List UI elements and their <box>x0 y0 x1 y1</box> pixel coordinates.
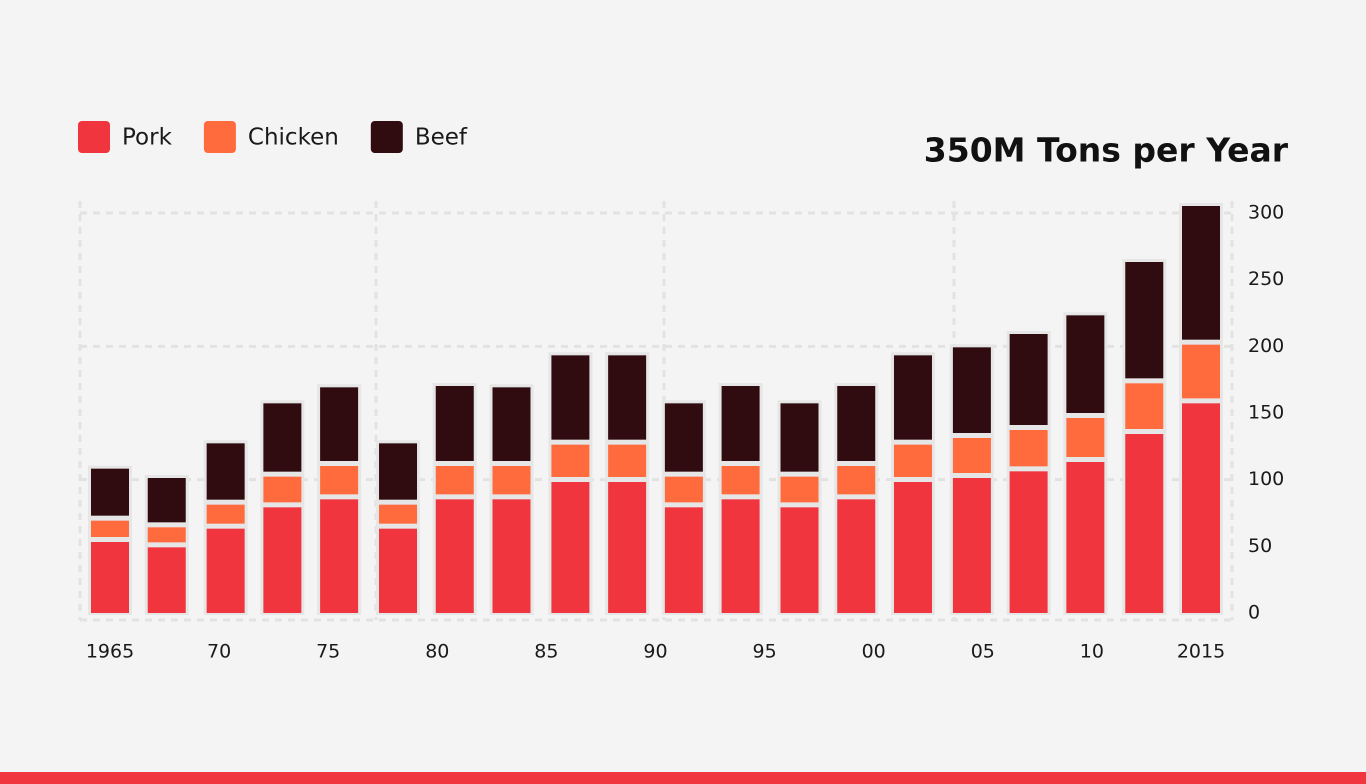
bar-segment <box>952 347 991 433</box>
x-tick-label: 90 <box>643 641 667 663</box>
bar-segment <box>664 507 703 613</box>
bar-segment <box>952 478 991 613</box>
bar-segment <box>952 438 991 473</box>
bar-segment <box>206 443 245 500</box>
bar-segment <box>91 520 129 537</box>
bar-segment <box>263 476 302 503</box>
bar-segment <box>780 507 819 613</box>
x-tick-label: 2015 <box>1177 641 1225 663</box>
x-tick-label: 85 <box>534 641 558 663</box>
bottom-band <box>0 772 1366 784</box>
bar-segment <box>379 528 418 613</box>
bar-segment <box>1066 315 1105 413</box>
bar-segment <box>551 444 590 477</box>
bar-segment <box>1182 344 1220 399</box>
bar-segment <box>435 466 474 495</box>
bar-segment <box>837 386 876 461</box>
chart-title: 350M Tons per Year <box>924 131 1289 170</box>
bar-segment <box>1125 434 1164 613</box>
bar-segment <box>1009 334 1048 425</box>
legend-label: Beef <box>415 125 468 151</box>
bar-segment <box>206 504 245 524</box>
bar-segment <box>147 547 186 613</box>
bar-segment <box>435 386 474 461</box>
x-tick-label: 80 <box>425 641 449 663</box>
bar-segment <box>664 476 703 503</box>
bar-segment <box>492 466 531 495</box>
bar-segment <box>721 499 760 613</box>
y-tick-label: 50 <box>1248 535 1272 557</box>
y-tick-label: 150 <box>1248 402 1284 424</box>
bar-segment <box>379 443 418 500</box>
bar-segment <box>263 403 302 472</box>
bar-segment <box>893 444 932 477</box>
y-tick-label: 300 <box>1248 202 1284 224</box>
bar-segment <box>492 387 531 461</box>
legend-label: Chicken <box>248 125 339 151</box>
y-tick-label: 0 <box>1248 602 1260 624</box>
bar-segment <box>1066 418 1105 457</box>
bar-segment <box>91 542 129 613</box>
bar-segment <box>1009 430 1048 467</box>
bar-segment <box>1009 471 1048 613</box>
bar-segment <box>1066 462 1105 613</box>
bar-segment <box>551 482 590 613</box>
bar-segment <box>1125 383 1164 429</box>
bar-segment <box>608 482 647 613</box>
bar-segment <box>664 403 703 472</box>
bar-segment <box>721 466 760 495</box>
bar-segment <box>551 355 590 440</box>
bar-segment <box>1125 262 1164 379</box>
x-tick-label: 70 <box>207 641 231 663</box>
bar-segment <box>837 466 876 495</box>
bar-segment <box>91 468 129 516</box>
bar-segment <box>780 476 819 503</box>
legend-swatch <box>203 121 236 153</box>
legend-label: Pork <box>122 125 173 151</box>
y-tick-label: 200 <box>1248 335 1284 357</box>
legend-swatch <box>78 121 110 153</box>
bar-segment <box>147 527 186 543</box>
bar-segment <box>893 355 932 440</box>
x-tick-label: 10 <box>1080 641 1104 663</box>
bar-segment <box>1182 206 1220 340</box>
x-tick-label: 1965 <box>86 641 134 663</box>
bar-segment <box>837 499 876 613</box>
bar-segment <box>263 507 302 613</box>
bar-segment <box>893 482 932 613</box>
x-tick-label: 75 <box>316 641 340 663</box>
bar-segment <box>435 499 474 613</box>
bar-segment <box>320 466 359 495</box>
legend-swatch <box>370 121 403 153</box>
bar-segment <box>608 444 647 477</box>
bar-segment <box>206 528 245 613</box>
bar-segment <box>608 355 647 440</box>
bar-segment <box>492 499 531 613</box>
y-tick-label: 100 <box>1248 468 1284 490</box>
x-tick-label: 05 <box>971 641 995 663</box>
bar-segment <box>1182 403 1220 613</box>
x-tick-label: 00 <box>862 641 886 663</box>
bar-segment <box>320 387 359 461</box>
y-tick-label: 250 <box>1248 268 1284 290</box>
bar-segment <box>379 504 418 524</box>
bar-segment <box>320 499 359 613</box>
bar-segment <box>721 386 760 461</box>
x-tick-label: 95 <box>753 641 777 663</box>
bar-segment <box>780 403 819 472</box>
vertical-grid <box>78 201 1234 620</box>
bar-segment <box>147 478 186 523</box>
